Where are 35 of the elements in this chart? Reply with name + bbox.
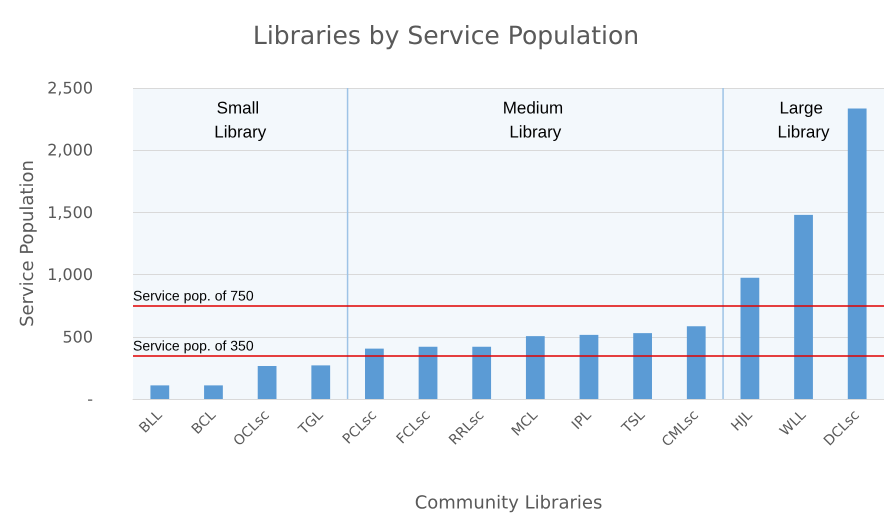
x-tick-label: BLL (136, 407, 166, 436)
x-tick-label: BCL (188, 407, 220, 438)
ref-line-label: Service pop. of 750 (133, 288, 254, 304)
bar (472, 346, 492, 399)
bar (150, 385, 170, 399)
ref-line-label: Service pop. of 350 (133, 337, 254, 354)
bar (740, 278, 760, 399)
band-label: Large Library (778, 98, 830, 142)
bar (418, 346, 438, 399)
bar (204, 385, 223, 399)
bar (365, 348, 384, 399)
x-tick-label: WLL (777, 407, 810, 440)
chart-title: Libraries by Service Population (252, 21, 640, 50)
y-tick-label: 2,000 (47, 140, 93, 160)
bar (526, 336, 545, 399)
x-axis-title: Community Libraries (414, 492, 602, 514)
y-tick-label: 2,500 (47, 78, 93, 98)
bar (848, 108, 867, 399)
y-tick-label: 1,500 (47, 202, 93, 222)
band-label: Medium Library (502, 98, 568, 142)
x-tick-label: TSL (618, 407, 648, 438)
bar (686, 326, 706, 399)
bar (794, 214, 813, 399)
y-tick-label: 1,000 (47, 265, 93, 284)
y-axis-title: Service Population (16, 160, 38, 327)
y-tick-label: 500 (62, 327, 93, 346)
bar (580, 334, 598, 399)
y-tick-label: - (87, 390, 93, 408)
bar (258, 366, 276, 399)
bar (633, 333, 652, 399)
x-tick-label: TGL (295, 407, 327, 439)
bar (311, 365, 330, 399)
x-tick-label: IPL (568, 407, 595, 434)
band-label: Small Library (214, 98, 267, 142)
x-tick-label: HJL (728, 407, 756, 435)
